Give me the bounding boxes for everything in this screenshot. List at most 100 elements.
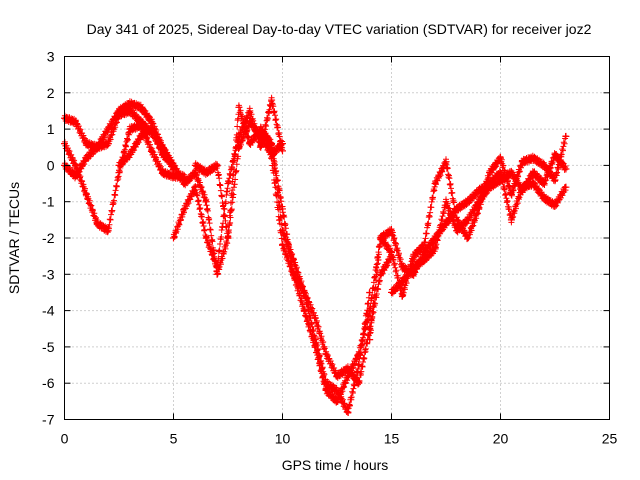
data-point	[442, 219, 450, 227]
data-point	[137, 103, 145, 111]
data-point	[409, 263, 417, 271]
y-tick-label: -4	[42, 303, 55, 319]
data-point	[540, 161, 548, 169]
x-tick-label: 5	[170, 431, 178, 447]
y-axis-label: SDTVAR / TECUs	[6, 182, 22, 294]
data-point	[311, 343, 319, 351]
data-point	[529, 154, 537, 162]
data-point	[431, 245, 439, 253]
data-point	[126, 151, 134, 159]
data-point	[279, 241, 286, 249]
data-point	[551, 201, 559, 209]
data-point	[355, 361, 363, 369]
series-markers	[61, 119, 187, 236]
data-point	[224, 180, 232, 188]
data-point	[82, 140, 90, 148]
x-tick-label: 20	[493, 431, 509, 447]
data-point	[562, 165, 570, 173]
data-point	[420, 256, 428, 264]
data-point	[442, 158, 450, 166]
data-point	[551, 176, 559, 184]
data-point	[82, 154, 90, 162]
x-tick-label: 0	[61, 431, 69, 447]
data-point	[180, 205, 188, 213]
data-point	[257, 143, 265, 151]
data-point	[300, 288, 308, 296]
data-point	[529, 169, 537, 177]
data-point	[486, 183, 494, 191]
x-tick-label: 15	[384, 431, 400, 447]
y-tick-label: -3	[42, 266, 55, 282]
data-point	[322, 350, 330, 358]
chart-title: Day 341 of 2025, Sidereal Day-to-day VTE…	[87, 21, 592, 37]
data-point	[289, 256, 297, 264]
data-point	[322, 386, 330, 394]
data-point	[453, 227, 461, 235]
data-point	[398, 263, 406, 271]
data-point	[191, 183, 199, 191]
data-point	[311, 314, 319, 322]
data-point	[355, 379, 363, 387]
data-point	[246, 107, 254, 115]
y-tick-label: -2	[42, 230, 55, 246]
data-point	[268, 96, 276, 104]
grid-lines	[64, 56, 610, 420]
data-point	[464, 234, 472, 242]
data-point	[170, 234, 177, 242]
data-point	[464, 198, 472, 206]
data-point	[497, 154, 504, 162]
data-point	[518, 187, 526, 195]
data-point	[366, 336, 374, 344]
data-point	[540, 194, 548, 202]
y-tick-label: -6	[42, 375, 55, 391]
data-point	[518, 158, 526, 166]
data-point	[115, 161, 123, 169]
x-tick-label: 25	[602, 431, 618, 447]
series-markers	[257, 124, 395, 388]
data-point	[377, 234, 385, 242]
x-axis-label: GPS time / hours	[282, 457, 389, 473]
y-tick-label: -1	[42, 194, 55, 210]
data-series	[61, 94, 570, 416]
data-point	[148, 147, 156, 155]
data-point	[268, 140, 276, 148]
data-point	[104, 125, 112, 133]
data-point	[486, 169, 494, 177]
data-point	[398, 292, 406, 300]
data-point	[344, 372, 352, 380]
data-point	[464, 216, 472, 224]
y-tick-label: -5	[42, 339, 55, 355]
data-point	[159, 169, 167, 177]
data-point	[148, 125, 156, 133]
series-trace-2	[61, 119, 188, 236]
data-point	[333, 397, 341, 405]
data-point	[224, 234, 232, 242]
data-point	[388, 227, 395, 235]
data-point	[93, 219, 101, 227]
y-tick-label: 3	[47, 49, 55, 65]
data-point	[213, 161, 221, 169]
data-point	[137, 118, 145, 126]
data-point	[540, 180, 548, 188]
data-point	[507, 216, 515, 224]
data-point	[104, 227, 112, 235]
data-point	[170, 172, 177, 180]
data-point	[213, 270, 221, 278]
data-point	[126, 107, 134, 115]
data-point	[126, 125, 134, 133]
data-point	[507, 169, 515, 177]
data-point	[442, 198, 450, 206]
data-point	[551, 151, 559, 159]
data-point	[289, 270, 297, 278]
data-point	[279, 147, 286, 155]
data-point	[388, 249, 395, 257]
data-point	[529, 180, 537, 188]
data-point	[246, 140, 254, 148]
series-trace-1	[61, 98, 177, 170]
data-point	[93, 143, 101, 151]
y-tick-label: -7	[42, 412, 55, 428]
data-point	[82, 190, 90, 198]
data-point	[344, 408, 352, 416]
data-point	[420, 241, 428, 249]
data-point	[562, 132, 570, 140]
